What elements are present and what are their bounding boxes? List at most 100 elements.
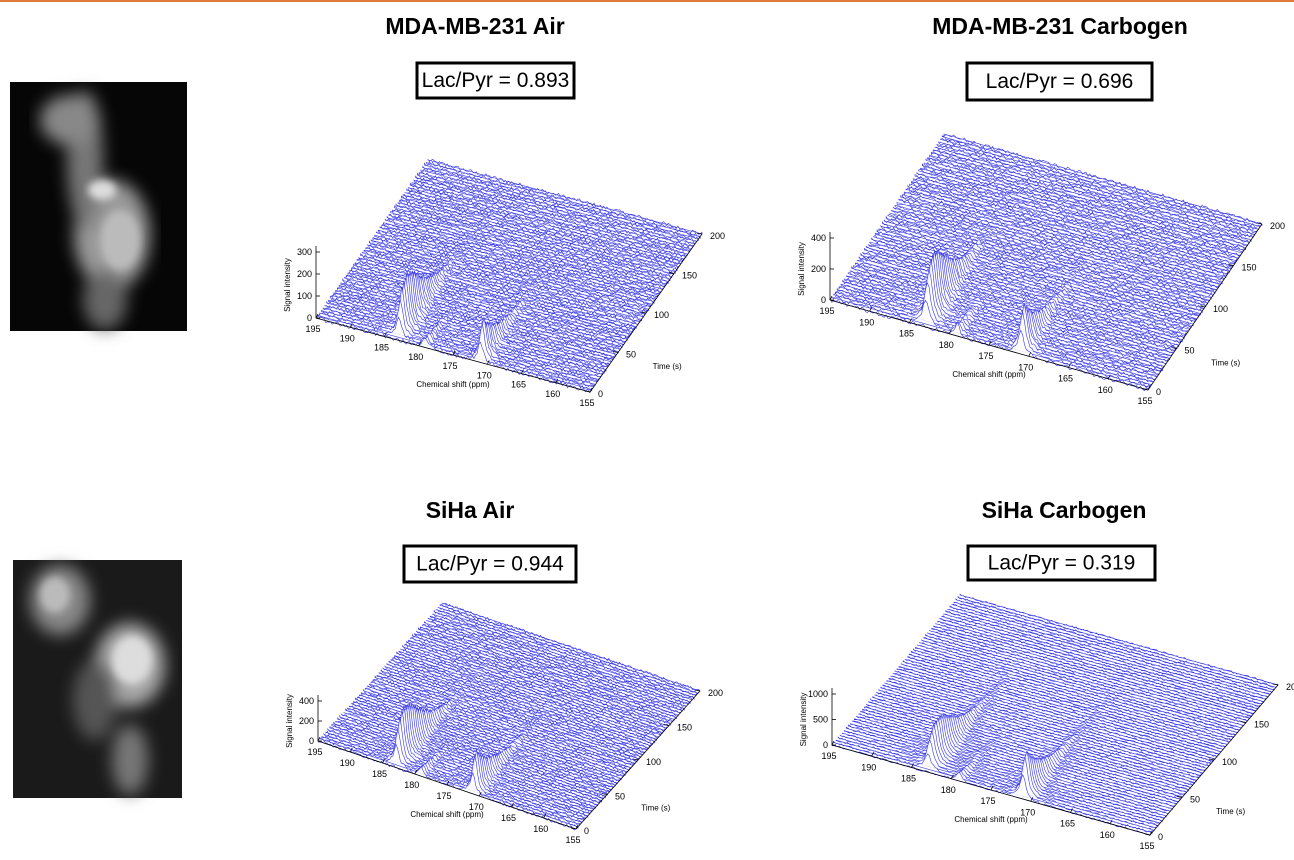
spectrum-slice <box>439 603 699 695</box>
ratio-box <box>965 61 1154 102</box>
spectrum-slice <box>922 637 1242 729</box>
spectrum-slice <box>319 298 594 388</box>
spectrum-slice <box>411 181 687 259</box>
spectrum-slice <box>892 673 1212 764</box>
spectrum-slice <box>415 175 690 254</box>
panel: MDA-MB-231 Carbogen Lac/Pyr = 0.696 0 200 40… <box>797 13 1285 406</box>
x-tick <box>418 341 422 346</box>
spectrum-slice <box>416 630 675 721</box>
z-tick-label: 400 <box>811 233 826 243</box>
spectrum-slice <box>837 730 1157 829</box>
x-tick-label: 185 <box>372 769 387 779</box>
spectrum-slice <box>396 651 656 744</box>
spectrum-slice <box>933 625 1252 717</box>
x-axis-title: Chemical shift (ppm) <box>952 370 1026 379</box>
time-axis-title: Time (s) <box>653 362 682 371</box>
spectrum-slice <box>321 729 581 826</box>
x-tick-label: 175 <box>978 351 993 361</box>
spectrum-slice <box>874 694 1193 787</box>
spectrum-slice <box>955 598 1275 691</box>
x-tick-label: 165 <box>1060 819 1075 829</box>
spectrum-slice <box>331 704 591 815</box>
x-tick-label: 185 <box>374 343 389 353</box>
spectrum-slice <box>882 220 1201 316</box>
spectrum-slice <box>902 193 1221 285</box>
spectrum-slice <box>335 704 595 810</box>
ratio-box <box>402 544 578 584</box>
spectrum-slice <box>900 663 1220 755</box>
x-tick <box>1147 385 1151 391</box>
spectrum-slice <box>847 252 1167 365</box>
time-tick <box>1199 305 1206 308</box>
x-tick-label: 190 <box>861 762 876 772</box>
time-tick-label: 200 <box>1286 682 1294 692</box>
x-tick-label: 195 <box>819 306 834 316</box>
time-tick-label: 50 <box>615 792 625 802</box>
time-tick-label: 100 <box>646 757 661 767</box>
time-tick <box>1272 683 1279 686</box>
spectrum-slice <box>891 210 1210 302</box>
spectrum-slice <box>912 648 1232 742</box>
spectrum-slice <box>408 639 667 729</box>
x-tick-label: 190 <box>340 758 355 768</box>
spectrum-slice <box>374 234 650 311</box>
spectrum-slice <box>941 135 1261 228</box>
spectrum-slice <box>390 658 650 749</box>
x-tick <box>990 785 994 791</box>
spectrum-slice <box>916 171 1236 265</box>
x-tick-label: 165 <box>511 380 526 390</box>
time-tick <box>632 758 639 761</box>
spectrum-slice <box>376 231 651 308</box>
spectrum-slice <box>833 281 1152 387</box>
spectrum-slice <box>364 687 624 777</box>
x-tick <box>1030 797 1034 802</box>
spectrum-slice <box>831 296 1151 389</box>
time-tick-label: 200 <box>1270 221 1285 231</box>
ratio-text: Lac/Pyr = 0.319 <box>988 552 1136 575</box>
spectrum-slice <box>422 165 698 243</box>
time-tick-label: 150 <box>682 271 697 281</box>
spectrum-slice <box>872 234 1192 328</box>
time-tick <box>640 311 647 314</box>
x-tick <box>382 758 385 764</box>
spectrum-slice <box>402 194 678 272</box>
spectrum-slice <box>412 633 671 727</box>
z-tick-label: 0 <box>821 295 826 305</box>
spectrum-slice <box>433 609 693 701</box>
x-tick <box>948 329 952 334</box>
spectrum-slice <box>853 252 1172 357</box>
spectrum-slice <box>896 202 1216 294</box>
x-tick <box>1068 363 1071 368</box>
spectrum-slice <box>388 213 664 290</box>
spectrum-slice <box>912 178 1232 270</box>
x-tick <box>543 813 547 819</box>
x-axis-title: Chemical shift (ppm) <box>416 380 490 389</box>
spectrum-slice <box>845 715 1165 819</box>
spectrum-slice <box>851 253 1170 361</box>
spectrum-slice <box>322 281 598 383</box>
time-tick <box>663 724 670 726</box>
x-tick <box>315 313 319 319</box>
time-tick-label: 0 <box>1158 832 1163 842</box>
spectrum-slice <box>419 626 679 717</box>
z-tick-label: 200 <box>811 264 826 274</box>
spectrum-slice <box>392 208 667 286</box>
x-tick-label: 175 <box>980 796 995 806</box>
time-axis-title: Time (s) <box>1216 807 1245 816</box>
x-tick <box>1109 819 1113 824</box>
spectrum-slice <box>943 133 1263 227</box>
spectrum-slice <box>342 273 618 357</box>
spectrum-slice <box>344 276 619 354</box>
spectrum-slice <box>929 630 1248 722</box>
x-tick <box>511 802 514 808</box>
spectrum-slice <box>925 634 1244 727</box>
spectrum-slice <box>327 706 587 820</box>
time-tick <box>1171 347 1177 349</box>
spectrum-slice <box>833 741 1153 835</box>
spectrum-slice <box>360 253 635 331</box>
spectrum-slice <box>938 141 1257 233</box>
spectrum-slice <box>413 179 689 256</box>
x-tick <box>829 295 833 301</box>
spectrum-slice <box>380 669 640 761</box>
x-tick <box>446 780 450 786</box>
